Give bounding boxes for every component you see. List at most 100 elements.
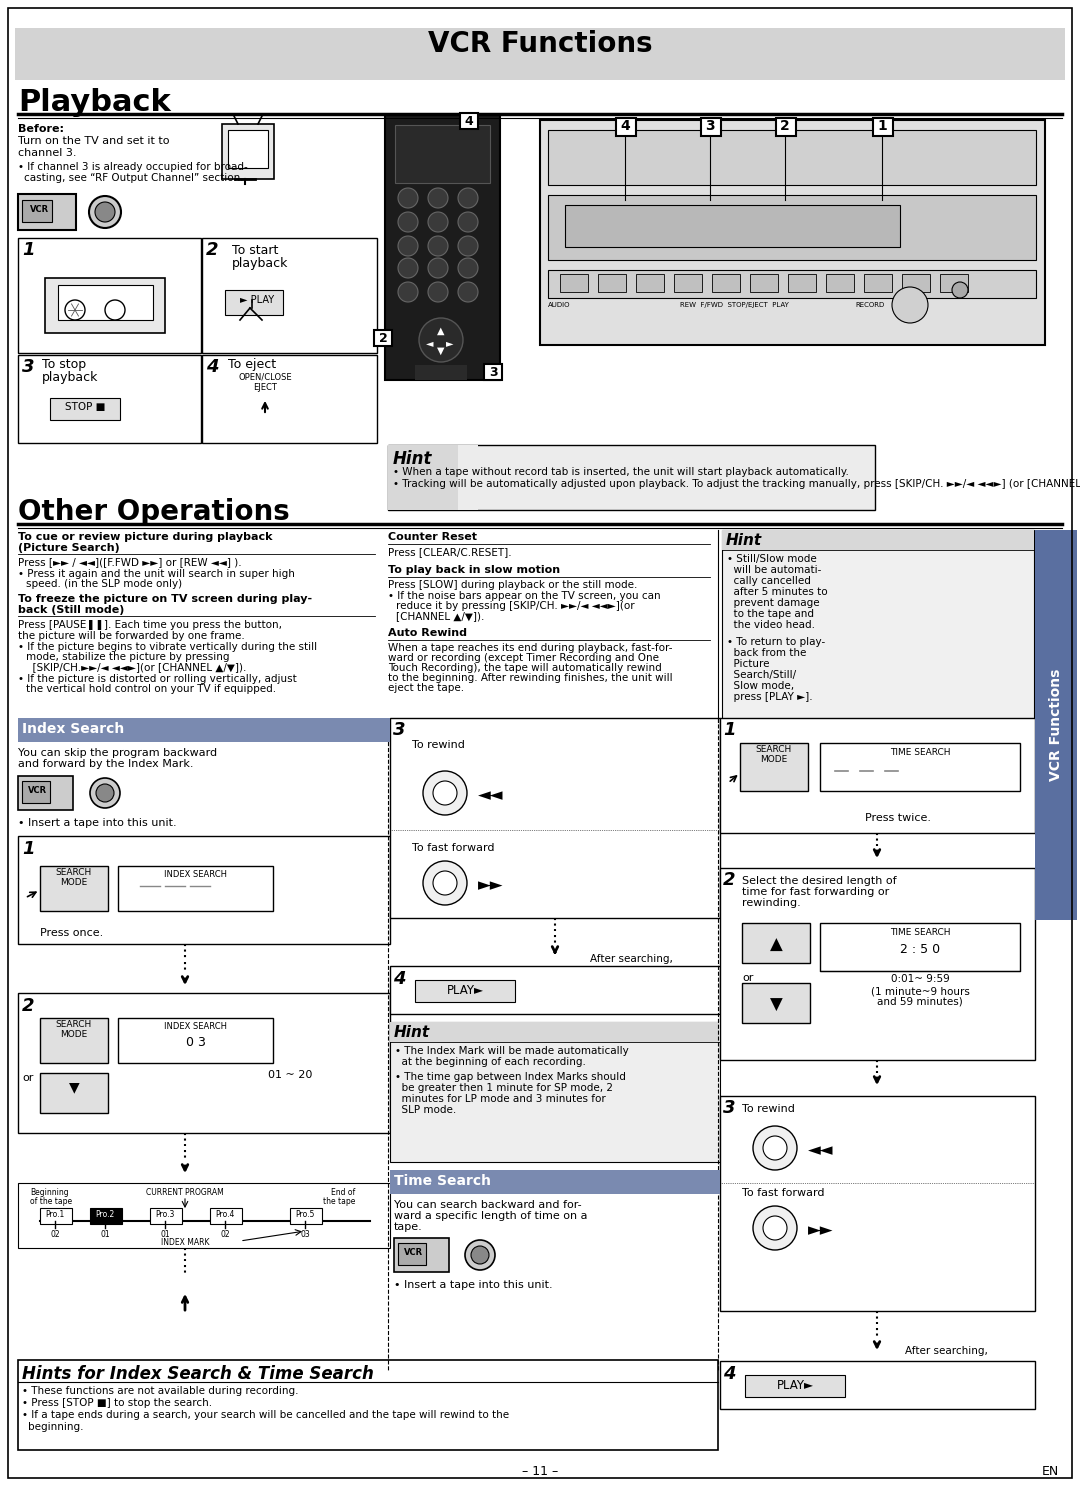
Bar xyxy=(565,205,900,247)
Text: Other Operations: Other Operations xyxy=(18,498,289,526)
Text: OPEN/CLOSE: OPEN/CLOSE xyxy=(239,373,292,382)
Bar xyxy=(390,1022,720,1161)
Text: SEARCH: SEARCH xyxy=(56,868,92,877)
Bar xyxy=(22,781,50,803)
Text: – 11 –: – 11 – xyxy=(522,1465,558,1478)
Bar xyxy=(561,274,588,291)
Circle shape xyxy=(399,187,418,208)
Bar xyxy=(674,274,702,291)
Text: reduce it by pressing [SKIP/CH. ►►/◄ ◄◄►](or: reduce it by pressing [SKIP/CH. ►►/◄ ◄◄►… xyxy=(396,601,635,611)
Text: at the beginning of each recording.: at the beginning of each recording. xyxy=(395,1057,585,1068)
Circle shape xyxy=(762,1216,787,1240)
Text: 2: 2 xyxy=(723,871,735,889)
Bar xyxy=(740,744,808,791)
Circle shape xyxy=(105,300,125,320)
Bar xyxy=(40,1074,108,1112)
Text: of the tape: of the tape xyxy=(30,1197,72,1206)
Text: Auto Rewind: Auto Rewind xyxy=(388,628,467,638)
Text: • To return to play-: • To return to play- xyxy=(727,636,825,647)
Text: Press once.: Press once. xyxy=(40,928,104,938)
Text: VCR: VCR xyxy=(30,205,49,214)
Text: 02: 02 xyxy=(220,1230,230,1239)
Text: and 59 minutes): and 59 minutes) xyxy=(877,996,963,1007)
Bar xyxy=(712,274,740,291)
Text: 0:01~ 9:59: 0:01~ 9:59 xyxy=(891,974,949,984)
Text: 3: 3 xyxy=(488,366,497,379)
Bar xyxy=(745,1375,845,1396)
Text: ▼: ▼ xyxy=(437,346,445,355)
Text: to the beginning. After rewinding finishes, the unit will: to the beginning. After rewinding finish… xyxy=(388,674,673,683)
Text: To fast forward: To fast forward xyxy=(742,1188,824,1199)
Text: [SKIP/CH.►►/◄ ◄◄►](or [CHANNEL ▲/▼]).: [SKIP/CH.►►/◄ ◄◄►](or [CHANNEL ▲/▼]). xyxy=(26,662,246,672)
Polygon shape xyxy=(458,445,478,510)
Text: 4: 4 xyxy=(723,1365,735,1383)
Circle shape xyxy=(90,778,120,807)
Text: You can search backward and for-: You can search backward and for- xyxy=(394,1200,582,1210)
Text: back from the: back from the xyxy=(727,648,807,659)
Bar xyxy=(777,117,796,135)
Text: back (Still mode): back (Still mode) xyxy=(18,605,124,616)
Circle shape xyxy=(753,1206,797,1251)
Circle shape xyxy=(762,1136,787,1160)
Text: ward or recording (except Timer Recording and One: ward or recording (except Timer Recordin… xyxy=(388,653,659,663)
Bar xyxy=(222,123,274,178)
Circle shape xyxy=(458,213,478,232)
Text: To eject: To eject xyxy=(228,358,276,370)
Text: to the tape and: to the tape and xyxy=(727,610,814,619)
Bar xyxy=(40,865,108,912)
Text: INDEX SEARCH: INDEX SEARCH xyxy=(164,1022,228,1030)
Text: ►: ► xyxy=(446,338,454,348)
Text: VCR: VCR xyxy=(404,1248,423,1257)
Circle shape xyxy=(89,196,121,228)
Text: Beginning: Beginning xyxy=(30,1188,69,1197)
Text: To start: To start xyxy=(232,244,279,257)
Text: When a tape reaches its end during playback, fast-for-: When a tape reaches its end during playb… xyxy=(388,642,673,653)
Text: playback: playback xyxy=(42,370,98,384)
Bar xyxy=(374,330,392,346)
Text: playback: playback xyxy=(232,257,288,271)
Text: Picture: Picture xyxy=(727,659,769,669)
Bar xyxy=(150,1207,183,1224)
Text: • Press it again and the unit will search in super high: • Press it again and the unit will searc… xyxy=(18,570,295,578)
Text: 3: 3 xyxy=(705,119,715,132)
Circle shape xyxy=(96,784,114,801)
Text: the tape: the tape xyxy=(323,1197,355,1206)
Text: To rewind: To rewind xyxy=(742,1103,795,1114)
Text: • Press [STOP ■] to stop the search.: • Press [STOP ■] to stop the search. xyxy=(22,1398,212,1408)
Text: To play back in slow motion: To play back in slow motion xyxy=(388,565,561,575)
Bar xyxy=(390,967,720,1014)
Bar xyxy=(720,718,1035,833)
Text: To cue or review picture during playback: To cue or review picture during playback xyxy=(18,532,272,541)
Text: To rewind: To rewind xyxy=(411,741,464,749)
Text: ▲: ▲ xyxy=(437,326,445,336)
Bar xyxy=(826,274,854,291)
Circle shape xyxy=(951,283,968,297)
Text: Pro.3: Pro.3 xyxy=(156,1210,175,1219)
Text: Hint: Hint xyxy=(394,1025,430,1039)
Text: and forward by the Index Mark.: and forward by the Index Mark. xyxy=(18,758,193,769)
Text: [CHANNEL ▲/▼]).: [CHANNEL ▲/▼]). xyxy=(396,611,484,622)
Text: 2 : 5 0: 2 : 5 0 xyxy=(900,943,940,956)
Text: VCR Functions: VCR Functions xyxy=(428,30,652,58)
Bar xyxy=(18,776,73,810)
Text: Hint: Hint xyxy=(726,532,762,549)
Text: Press twice.: Press twice. xyxy=(865,813,931,822)
Bar xyxy=(720,1361,1035,1410)
Text: 4: 4 xyxy=(464,114,473,128)
Text: beginning.: beginning. xyxy=(28,1422,83,1432)
Bar xyxy=(395,125,490,183)
Text: cally cancelled: cally cancelled xyxy=(727,575,811,586)
Bar xyxy=(460,113,478,129)
Bar xyxy=(390,1170,720,1194)
Text: • If the picture is distorted or rolling vertically, adjust: • If the picture is distorted or rolling… xyxy=(18,674,297,684)
Text: ▲: ▲ xyxy=(770,935,782,955)
Text: REW  F/FWD  STOP/EJECT  PLAY: REW F/FWD STOP/EJECT PLAY xyxy=(680,302,788,308)
Text: 2: 2 xyxy=(780,119,789,132)
Text: Pro.2: Pro.2 xyxy=(95,1210,114,1219)
Text: Slow mode,: Slow mode, xyxy=(727,681,794,691)
Text: ► PLAY: ► PLAY xyxy=(240,294,274,305)
Text: • When a tape without record tab is inserted, the unit will start playback autom: • When a tape without record tab is inse… xyxy=(393,467,849,477)
Text: 4: 4 xyxy=(393,970,405,987)
Text: mode, stabilize the picture by pressing: mode, stabilize the picture by pressing xyxy=(26,651,229,662)
Circle shape xyxy=(458,283,478,302)
